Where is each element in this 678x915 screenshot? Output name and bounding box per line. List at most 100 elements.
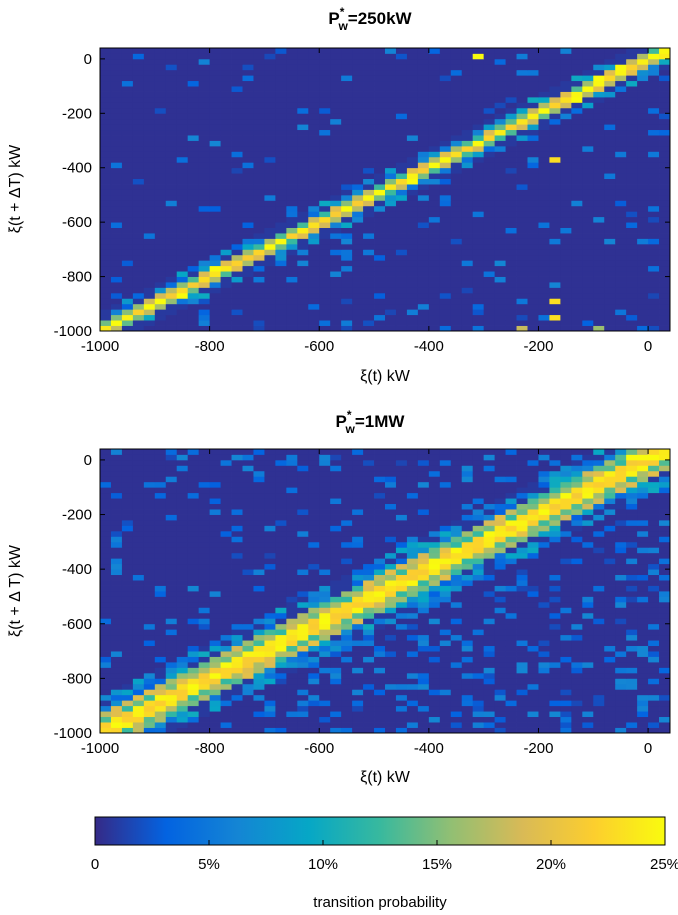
heatmap-cell (297, 69, 309, 76)
heatmap-cell (406, 667, 419, 674)
heatmap-cell (220, 689, 232, 696)
heatmap-cell (253, 260, 265, 267)
heatmap-cell (604, 189, 616, 196)
heatmap-cell (527, 558, 539, 565)
heatmap-cell (154, 618, 167, 625)
heatmap-cell (319, 711, 331, 718)
heatmap-cell (330, 113, 342, 120)
heatmap-cell (143, 238, 156, 245)
heatmap-cell (132, 271, 145, 277)
heatmap-cell (264, 287, 276, 294)
heatmap-cell (516, 167, 528, 174)
heatmap-cell (341, 200, 353, 207)
heatmap-cell (527, 140, 539, 147)
heatmap-cell (374, 184, 386, 190)
heatmap-cell (516, 287, 528, 294)
heatmap-cell (571, 260, 583, 267)
heatmap-cell (176, 700, 189, 707)
heatmap-cell (516, 140, 528, 147)
heatmap-cell (483, 694, 496, 701)
heatmap-cell (483, 585, 496, 592)
heatmap-cell (450, 107, 463, 114)
heatmap-cell (505, 75, 517, 82)
heatmap-cell (374, 271, 386, 277)
heatmap-cell (121, 651, 134, 657)
heatmap-cell (275, 227, 287, 234)
heatmap-cell (395, 689, 408, 696)
heatmap-cell (297, 547, 309, 554)
heatmap-cell (297, 694, 309, 701)
heatmap-cell (286, 211, 298, 218)
heatmap-cell (231, 162, 243, 169)
heatmap-cell (538, 124, 550, 131)
heatmap-cell (461, 503, 474, 510)
heatmap-cell (604, 314, 616, 321)
heatmap-cell (604, 727, 616, 734)
heatmap-cell (154, 623, 167, 630)
heatmap-cell (341, 151, 353, 158)
heatmap-cell (549, 320, 561, 326)
heatmap-cell (395, 91, 408, 98)
heatmap-cell (461, 634, 474, 641)
heatmap-cell (132, 107, 145, 114)
heatmap-cell (308, 96, 320, 103)
heatmap-cell (275, 249, 287, 256)
heatmap-cell (374, 314, 386, 321)
heatmap-cell (275, 162, 287, 169)
heatmap-cell (461, 194, 474, 201)
heatmap-cell (582, 184, 594, 190)
heatmap-cell (154, 200, 167, 207)
heatmap-cell (648, 156, 660, 163)
heatmap-cell (209, 260, 221, 267)
heatmap-cell (593, 700, 605, 707)
heatmap-cell (330, 520, 342, 526)
heatmap-cell (374, 282, 386, 288)
heatmap-cell (341, 596, 353, 603)
heatmap-cell (483, 184, 496, 190)
heatmap-cell (428, 107, 441, 114)
heatmap-cell (253, 238, 265, 245)
heatmap-cell (549, 651, 561, 657)
heatmap-cell (363, 287, 375, 294)
heatmap-cell (604, 651, 616, 657)
heatmap-cell (242, 536, 254, 543)
heatmap-cell (132, 238, 145, 245)
heatmap-cell (110, 265, 123, 272)
heatmap-cell (593, 91, 605, 98)
heatmap-cell (626, 292, 638, 299)
heatmap-cell (231, 211, 243, 218)
heatmap-cell (110, 276, 123, 283)
heatmap-cell (319, 75, 331, 82)
heatmap-cell (582, 211, 594, 218)
heatmap-cell (626, 727, 638, 734)
heatmap-cell (560, 640, 572, 647)
heatmap-cell (308, 325, 320, 332)
heatmap-cell (549, 124, 561, 131)
heatmap-cell (626, 58, 638, 65)
heatmap-cell (143, 75, 156, 82)
heatmap-cell (582, 58, 594, 65)
heatmap-cell (242, 298, 254, 305)
heatmap-cell (220, 205, 232, 212)
heatmap-cell (428, 211, 441, 218)
heatmap-cell (428, 325, 441, 332)
heatmap-cell (374, 178, 386, 185)
heatmap-cell (231, 530, 243, 537)
heatmap-cell (560, 222, 572, 228)
heatmap-cell (472, 118, 485, 125)
heatmap-cell (615, 629, 627, 636)
heatmap-cell (560, 298, 572, 305)
heatmap-cell (209, 623, 221, 630)
heatmap-cell (593, 705, 605, 712)
heatmap-cell (505, 645, 517, 652)
heatmap-cell (352, 303, 364, 310)
heatmap-cell (428, 140, 441, 147)
heatmap-cell (648, 678, 660, 685)
heatmap-cell (439, 227, 452, 234)
heatmap-cell (242, 156, 254, 163)
heatmap-cell (363, 118, 375, 125)
heatmap-cell (450, 503, 463, 510)
heatmap-cell (352, 271, 364, 277)
heatmap-cell (494, 162, 506, 169)
